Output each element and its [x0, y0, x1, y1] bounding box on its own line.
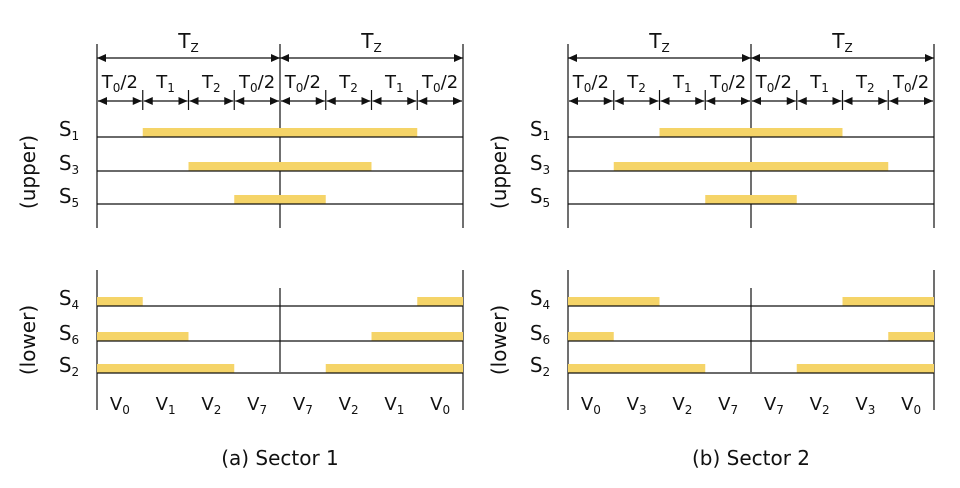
segment-arrow: [569, 97, 613, 105]
switch-label-upper-1: S3: [59, 151, 79, 177]
tz-arrow-left: [568, 54, 751, 62]
segment-arrow: [372, 97, 417, 105]
switch-on-bar: [842, 297, 934, 306]
panel-caption: (a) Sector 1: [221, 446, 339, 470]
switch-on-bar: [97, 297, 143, 306]
segment-label-3: T0/2: [709, 72, 746, 95]
vector-label-6: V3: [855, 394, 875, 417]
segment-arrow: [706, 97, 750, 105]
segment-label-0: T0/2: [572, 72, 609, 95]
vector-label-7: V0: [430, 394, 450, 417]
vector-label-5: V2: [339, 394, 359, 417]
vector-label-4: V7: [293, 394, 313, 417]
switch-on-bar: [796, 364, 934, 373]
switch-label-upper-1: S3: [530, 151, 550, 177]
segment-arrow: [797, 97, 842, 105]
segment-label-7: T0/2: [421, 72, 458, 95]
panel-caption: (b) Sector 2: [692, 446, 810, 470]
vector-label-0: V0: [581, 394, 601, 417]
switch-label-lower-0: S4: [59, 286, 79, 312]
tz-arrow-left: [97, 54, 280, 62]
segment-label-4: T0/2: [284, 72, 321, 95]
vector-label-1: V3: [627, 394, 647, 417]
vector-label-2: V2: [672, 394, 692, 417]
tz-label-left: TZ: [648, 29, 669, 55]
segment-arrow: [418, 97, 462, 105]
segment-arrow: [326, 97, 371, 105]
switch-on-bar: [234, 195, 326, 204]
segment-label-1: T1: [155, 72, 175, 95]
segment-label-5: T2: [338, 72, 358, 95]
tz-arrow-right: [751, 54, 934, 62]
vector-label-2: V2: [201, 394, 221, 417]
vector-label-5: V2: [810, 394, 830, 417]
tz-label-left: TZ: [177, 29, 198, 55]
switch-on-bar: [613, 162, 889, 171]
switch-on-bar: [568, 364, 706, 373]
switch-on-bar: [142, 128, 418, 137]
switch-on-bar: [97, 332, 189, 341]
switch-on-bar: [417, 297, 463, 306]
switch-on-bar: [325, 364, 463, 373]
switch-on-bar: [371, 332, 463, 341]
segment-label-1: T2: [626, 72, 646, 95]
group-label-upper: (upper): [487, 135, 511, 209]
switch-label-lower-2: S2: [530, 353, 550, 379]
switch-label-upper-2: S5: [59, 184, 79, 210]
vector-label-6: V1: [384, 394, 404, 417]
switch-on-bar: [97, 364, 235, 373]
segment-arrow: [143, 97, 188, 105]
vector-label-3: V7: [247, 394, 267, 417]
segment-arrow: [614, 97, 659, 105]
switch-on-bar: [568, 332, 614, 341]
switch-label-upper-0: S1: [59, 117, 79, 143]
segment-label-2: T2: [201, 72, 221, 95]
switch-on-bar: [659, 128, 843, 137]
switch-label-lower-1: S6: [530, 321, 550, 347]
switch-label-lower-2: S2: [59, 353, 79, 379]
vector-label-4: V7: [764, 394, 784, 417]
segment-arrow: [843, 97, 888, 105]
switch-on-bar: [188, 162, 372, 171]
segment-label-0: T0/2: [101, 72, 138, 95]
segment-arrow: [752, 97, 796, 105]
segment-label-7: T0/2: [892, 72, 929, 95]
tz-label-right: TZ: [360, 29, 381, 55]
vector-label-3: V7: [718, 394, 738, 417]
segment-label-6: T2: [855, 72, 875, 95]
segment-label-6: T1: [384, 72, 404, 95]
segment-label-2: T1: [672, 72, 692, 95]
group-label-lower: (lower): [16, 305, 40, 375]
segment-arrow: [889, 97, 933, 105]
tz-arrow-right: [280, 54, 463, 62]
segment-arrow: [235, 97, 279, 105]
segment-label-4: T0/2: [755, 72, 792, 95]
segment-arrow: [189, 97, 234, 105]
segment-arrow: [281, 97, 325, 105]
segment-label-5: T1: [809, 72, 829, 95]
vector-label-0: V0: [110, 394, 130, 417]
switch-on-bar: [568, 297, 660, 306]
switch-label-upper-0: S1: [530, 117, 550, 143]
switch-label-upper-2: S5: [530, 184, 550, 210]
segment-label-3: T0/2: [238, 72, 275, 95]
segment-arrow: [98, 97, 142, 105]
switch-label-lower-1: S6: [59, 321, 79, 347]
tz-label-right: TZ: [831, 29, 852, 55]
vector-label-7: V0: [901, 394, 921, 417]
group-label-lower: (lower): [487, 305, 511, 375]
segment-arrow: [660, 97, 705, 105]
switch-label-lower-0: S4: [530, 286, 550, 312]
switch-on-bar: [705, 195, 797, 204]
vector-label-1: V1: [156, 394, 176, 417]
group-label-upper: (upper): [16, 135, 40, 209]
switch-on-bar: [888, 332, 934, 341]
